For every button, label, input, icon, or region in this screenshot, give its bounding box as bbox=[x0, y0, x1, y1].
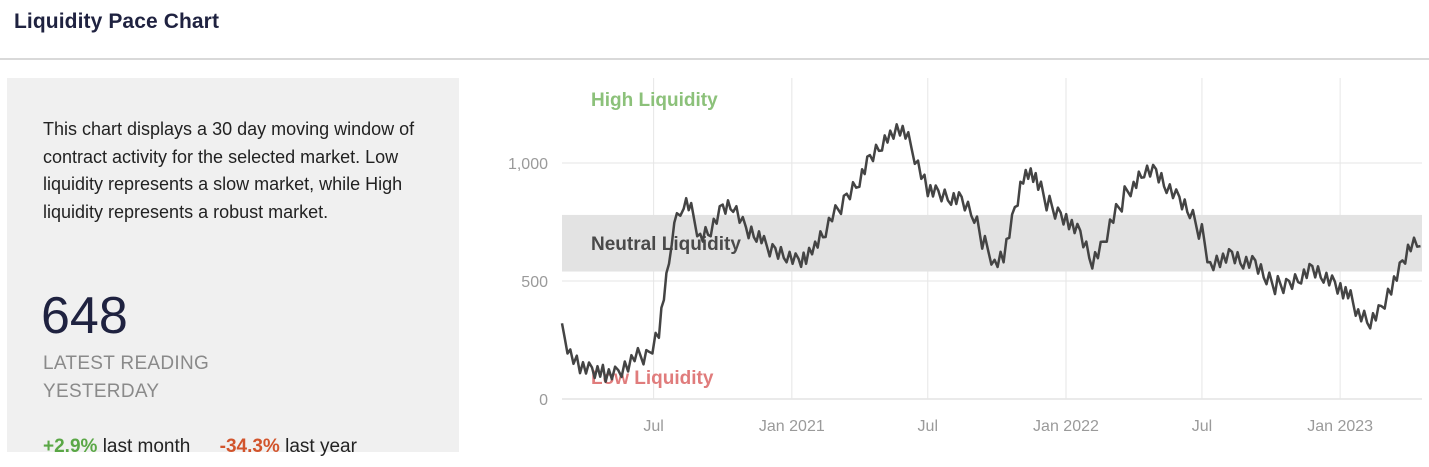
latest-reading-label-line2: YESTERDAY bbox=[43, 381, 160, 402]
liquidity-series-line bbox=[560, 123, 1421, 384]
x-tick-label: Jul bbox=[1192, 418, 1212, 435]
year-change-label: last year bbox=[285, 436, 357, 457]
x-tick-label: Jul bbox=[643, 418, 663, 435]
x-tick-label: Jul bbox=[918, 418, 938, 435]
x-tick-label: Jan 2023 bbox=[1307, 418, 1373, 435]
change-summary: +2.9% last month -34.3% last year bbox=[43, 436, 357, 458]
page-header: Liquidity Pace Chart bbox=[0, 0, 1429, 60]
chart-description: This chart displays a 30 day moving wind… bbox=[43, 119, 415, 222]
info-panel: This chart displays a 30 day moving wind… bbox=[7, 78, 459, 457]
neutral-liquidity-label: Neutral Liquidity bbox=[591, 234, 741, 255]
year-change-value: -34.3% bbox=[219, 436, 280, 457]
month-change-value: +2.9% bbox=[43, 436, 98, 457]
x-tick-label: Jan 2022 bbox=[1033, 418, 1099, 435]
y-tick-label: 500 bbox=[521, 274, 548, 291]
month-change-label: last month bbox=[102, 436, 191, 457]
latest-reading-value: 648 bbox=[41, 287, 128, 345]
y-tick-label: 1,000 bbox=[508, 156, 548, 173]
latest-reading-label-line1: LATEST READING bbox=[43, 353, 210, 374]
high-liquidity-label: High Liquidity bbox=[591, 90, 718, 111]
page-title: Liquidity Pace Chart bbox=[14, 10, 220, 33]
y-tick-label: 0 bbox=[539, 392, 548, 409]
x-tick-label: Jan 2021 bbox=[759, 418, 825, 435]
latest-reading-label: LATEST READING YESTERDAY bbox=[43, 350, 209, 406]
